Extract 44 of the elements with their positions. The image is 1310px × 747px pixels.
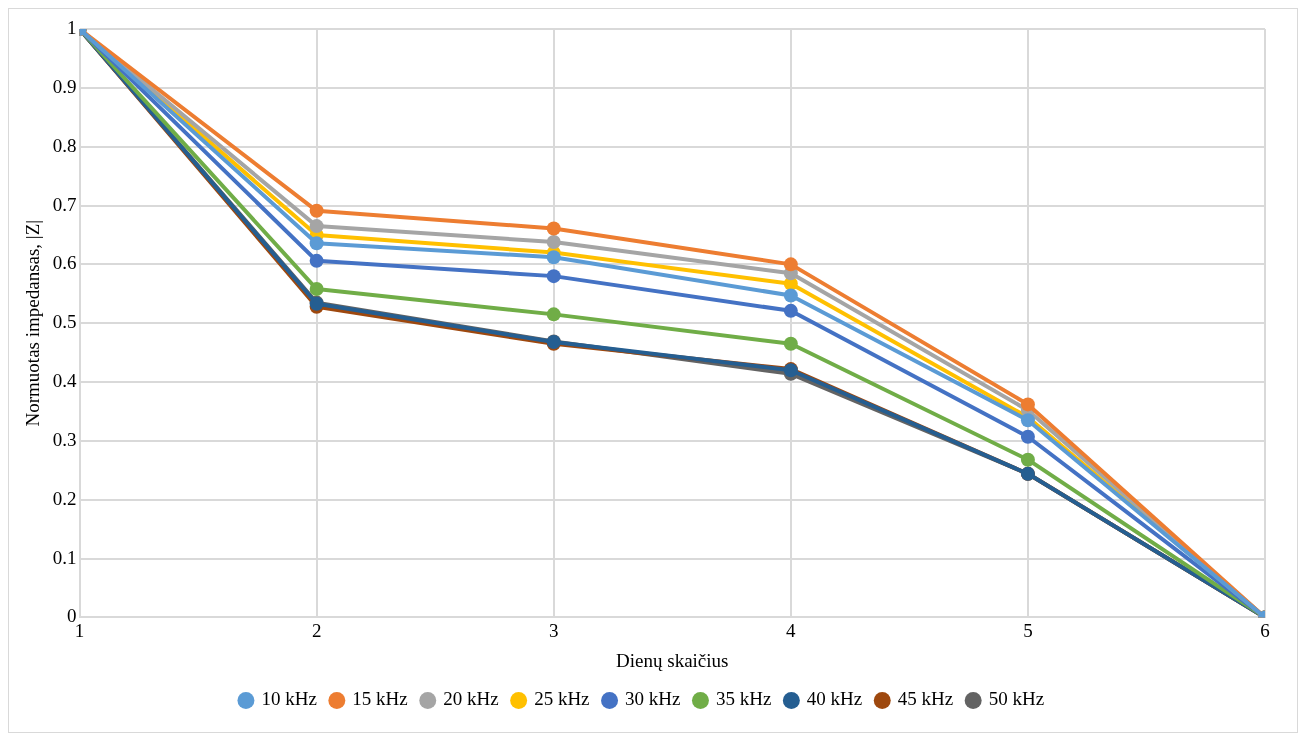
y-tick-label: 0.7 bbox=[52, 193, 77, 215]
point bbox=[1020, 452, 1035, 467]
legend-label: 50 kHz bbox=[988, 688, 1045, 710]
legend-label: 10 kHz bbox=[261, 688, 317, 710]
y-tick-label: 1 bbox=[67, 16, 77, 38]
x-tick-label: 6 bbox=[1260, 619, 1270, 641]
point bbox=[546, 235, 561, 249]
x-tick-label: 3 bbox=[548, 619, 559, 641]
point bbox=[1020, 429, 1035, 444]
point bbox=[309, 236, 324, 251]
y-tick-label: 0.6 bbox=[52, 252, 77, 274]
x-tick-label: 4 bbox=[786, 619, 797, 641]
point bbox=[546, 250, 561, 265]
point bbox=[546, 269, 561, 284]
y-tick-label: 0.2 bbox=[52, 487, 77, 509]
y-tick-label: 0.3 bbox=[52, 428, 77, 450]
legend-label: 40 kHz bbox=[806, 688, 863, 710]
y-tick-label: 0.8 bbox=[52, 134, 77, 156]
y-tick-label: 0.1 bbox=[52, 546, 77, 568]
point bbox=[783, 288, 798, 303]
point bbox=[309, 282, 324, 297]
y-tick-label: 0.5 bbox=[52, 311, 77, 333]
point bbox=[309, 253, 324, 268]
point bbox=[783, 336, 798, 351]
point bbox=[1020, 397, 1035, 412]
legend-label: 20 kHz bbox=[443, 688, 499, 710]
y-tick-label: 0.4 bbox=[52, 370, 78, 392]
point bbox=[546, 221, 561, 236]
point bbox=[309, 203, 324, 218]
legend-label: 15 kHz bbox=[352, 688, 408, 710]
y-tick-label: 0.9 bbox=[52, 75, 77, 97]
point bbox=[546, 307, 561, 322]
x-tick-label: 5 bbox=[1023, 619, 1033, 641]
legend-label: 45 kHz bbox=[897, 688, 954, 710]
legend-label: 35 kHz bbox=[715, 688, 772, 710]
point bbox=[309, 219, 324, 234]
x-axis-title: Dienų skaičius bbox=[616, 649, 729, 671]
point bbox=[783, 303, 798, 318]
y-axis-title: Normuotas impedansas, |Z| bbox=[22, 219, 44, 427]
point bbox=[783, 257, 798, 272]
y-tick-label: 0 bbox=[67, 605, 77, 627]
legend-label: 25 kHz bbox=[534, 688, 590, 710]
x-tick-label: 2 bbox=[311, 619, 322, 641]
legend-label: 30 kHz bbox=[625, 688, 681, 710]
